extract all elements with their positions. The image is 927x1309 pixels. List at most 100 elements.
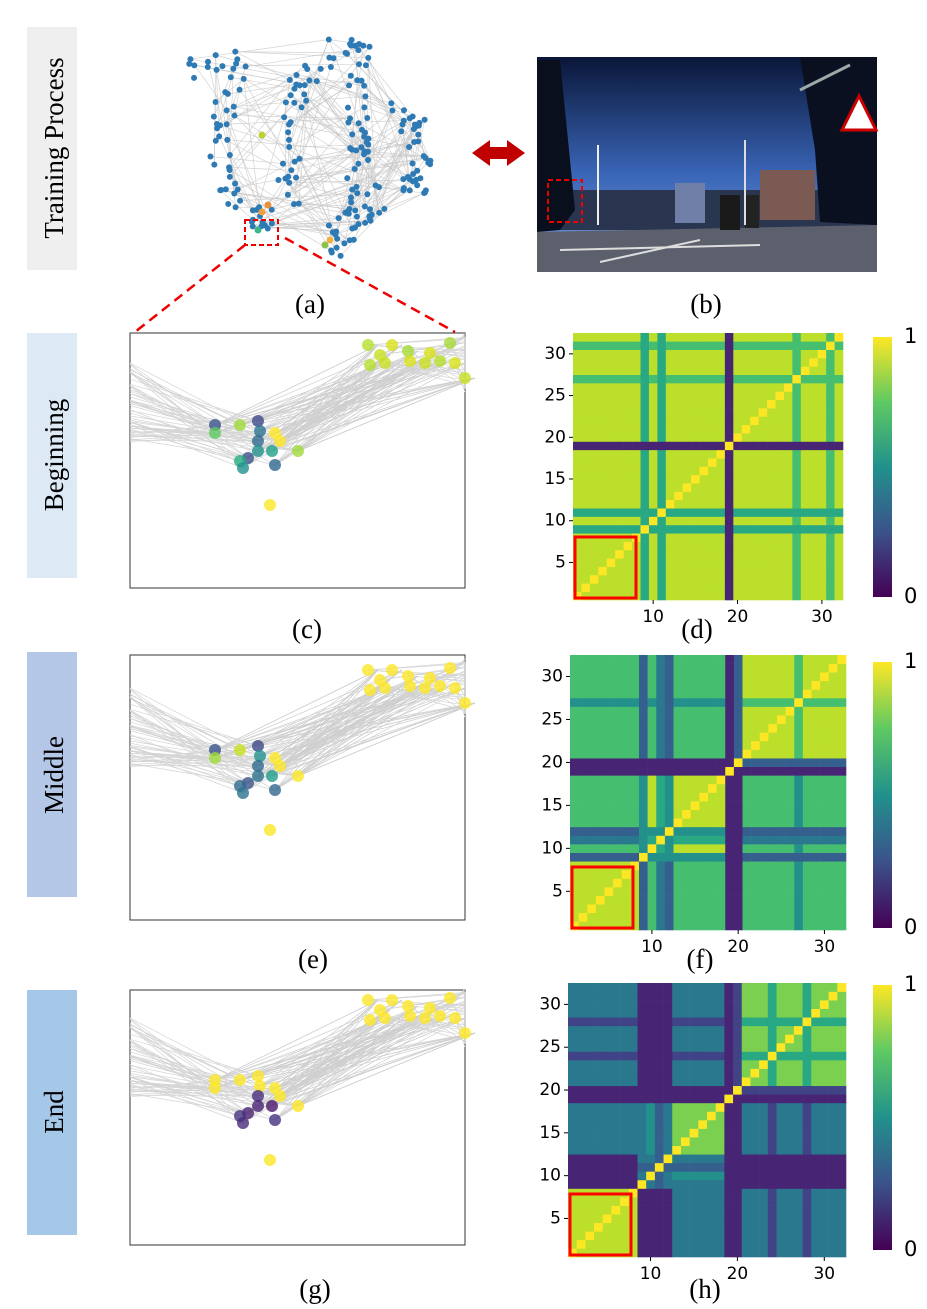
heatmap-cell [656,655,666,664]
graph-node [364,148,371,155]
x-tick-label: 30 [814,937,836,957]
heatmap-cell [811,1197,821,1206]
heatmap-cell [724,1222,734,1232]
heatmap-cell [759,1017,769,1027]
heatmap-cell [682,583,692,592]
graph-edge [129,1026,249,1114]
heatmap-cell [589,566,599,576]
heatmap-cell [834,466,844,476]
heatmap-cell [759,672,769,682]
heatmap-cell [594,1034,604,1044]
heatmap-cell [682,912,692,922]
heatmap-cell [733,826,743,836]
graph-edge [129,421,216,434]
heatmap-cell [682,483,692,492]
heatmap-cell [654,1068,664,1078]
heatmap-cell [802,1231,812,1241]
heatmap-cell [785,655,795,664]
heatmap-cell [767,1111,777,1121]
heatmap-cell [690,663,700,673]
heatmap-cell [785,1145,795,1155]
heatmap-cell [646,1179,656,1189]
heatmap-cell [802,1179,812,1189]
heatmap-cell [632,374,641,384]
heatmap-cell [716,474,726,484]
heatmap-cell [724,1239,734,1249]
heatmap-cell [620,1060,630,1069]
heatmap-cell [654,1051,664,1061]
heatmap-cell [691,408,700,417]
heatmap-cell [707,1120,716,1129]
heatmap-cell [581,541,591,551]
heatmap-cell [793,1077,803,1087]
heatmap-cell [793,1179,803,1189]
graph-node [252,435,264,447]
graph-node [286,76,293,83]
heatmap-cell [672,1034,682,1044]
heatmap-cell [637,1205,647,1215]
heatmap-cell [834,474,844,484]
heatmap-cell [800,499,810,509]
heatmap-cell [602,1085,612,1095]
heatmap-cell [664,861,674,871]
heatmap-cell [664,706,674,716]
heatmap-cell [715,1077,725,1087]
heatmap-cell [826,366,835,376]
heatmap-cell [672,1042,682,1052]
heatmap-cell [674,374,683,384]
heatmap-cell [573,391,582,401]
heatmap-cell [613,766,623,776]
heatmap-cell [604,878,614,888]
heatmap-cell [657,449,667,459]
heatmap-cell [733,732,743,742]
graph-edge [256,95,292,210]
graph-edge [271,360,421,452]
heatmap-cell [587,887,597,896]
heatmap-cell [646,1137,656,1146]
heatmap-cell [578,809,588,819]
heatmap-cell [742,861,752,871]
graph-node [421,116,428,123]
heatmap-cell [834,399,844,409]
heatmap-cell [707,1008,716,1018]
heatmap-cell [741,391,751,401]
heatmap-cell [820,869,830,879]
heatmap-cell [811,1179,821,1189]
heatmap-cell [691,574,700,584]
heatmap-cell [733,1094,743,1104]
heatmap-cell [680,1042,690,1052]
heatmap-cell [615,541,624,551]
graph-node [302,62,309,69]
heatmap-cell [837,1085,847,1095]
heatmap-cell [637,991,647,1001]
heatmap-cell [792,558,802,567]
heatmap-cell [837,1060,847,1069]
heatmap-cell [767,1137,777,1146]
graph-edge [220,189,349,215]
heatmap-cell [759,895,769,905]
graph-edge [288,124,410,148]
heatmap-cell [587,818,597,828]
heatmap-cell [639,878,648,888]
heatmap-cell [826,549,835,559]
graph-node [400,117,407,124]
graph-node [333,228,340,235]
graph-edge [239,669,403,751]
heatmap-cell [733,1008,743,1018]
graph-node [219,63,226,70]
heatmap-cell [741,491,751,501]
graph-node [355,160,362,167]
heatmap-cell [656,835,666,845]
graph-node [252,740,264,752]
highlight-box [573,535,638,600]
heatmap-cell [604,895,614,905]
graph-node [379,357,391,369]
heatmap-cell [699,826,709,836]
heatmap-cell [665,566,675,576]
heatmap-cell [741,1042,751,1052]
heatmap-cell [698,1128,708,1138]
graph-node [364,359,376,371]
heatmap-cell [751,715,761,725]
heatmap-cell [708,574,717,584]
heatmap-cell [724,1120,734,1129]
